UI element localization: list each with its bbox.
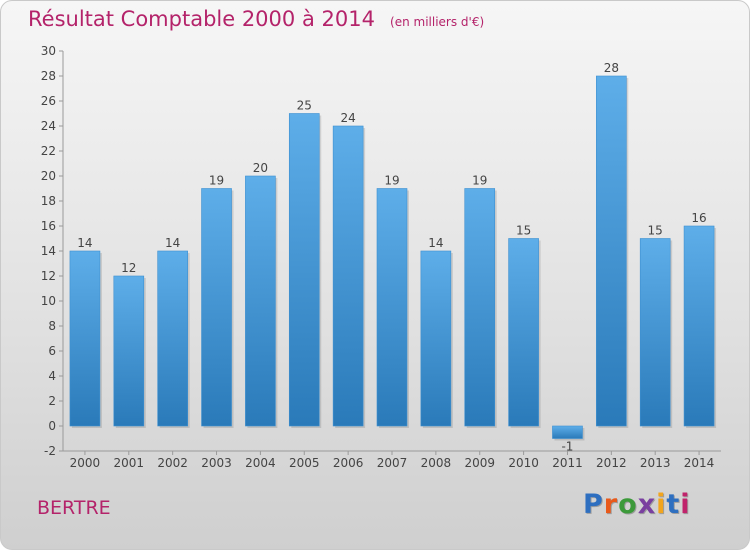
y-tick-label: 14 xyxy=(41,244,56,258)
x-tick-label: 2005 xyxy=(289,456,320,470)
bar-value-label: 14 xyxy=(165,236,180,250)
bar xyxy=(113,275,145,427)
x-tick-label: 2011 xyxy=(552,456,583,470)
y-tick-label: 22 xyxy=(41,144,56,158)
y-tick-label: 6 xyxy=(48,344,56,358)
y-tick-label: 12 xyxy=(41,269,56,283)
logo-letter: i xyxy=(656,489,667,520)
bar-value-label: 19 xyxy=(209,174,224,188)
bar-value-label: 16 xyxy=(691,211,706,225)
title-line: Résultat Comptable 2000 à 2014 (en milli… xyxy=(28,7,484,31)
bar xyxy=(639,238,671,427)
bar-value-label: 14 xyxy=(77,236,92,250)
bar xyxy=(552,425,583,439)
bar xyxy=(201,188,232,427)
logo-letter: t xyxy=(666,489,681,520)
x-tick-label: 2003 xyxy=(201,456,232,470)
bar xyxy=(683,225,715,427)
y-tick-label: 10 xyxy=(41,294,56,308)
bar-value-label: 15 xyxy=(648,224,663,238)
x-tick-label: 2009 xyxy=(464,456,495,470)
x-tick-label: 2007 xyxy=(377,456,408,470)
bar xyxy=(69,250,101,427)
y-tick-label: -2 xyxy=(44,444,56,458)
bar xyxy=(464,188,496,427)
bar-value-label: 24 xyxy=(340,111,355,125)
y-tick-label: 28 xyxy=(41,69,56,83)
bar xyxy=(508,238,539,427)
bar-value-label: 28 xyxy=(604,61,619,75)
bar-value-label: 19 xyxy=(384,174,399,188)
logo-letter: o xyxy=(618,489,638,520)
proxiti-logo[interactable]: Proxiti xyxy=(583,489,691,520)
bar xyxy=(596,75,627,427)
bar-layer: 14 12 14 19 20 25 24 19 14 19 15 -1 28 15 16 xyxy=(69,61,717,454)
y-tick-label: 0 xyxy=(48,419,56,433)
bar xyxy=(332,125,364,427)
bar xyxy=(245,175,276,427)
y-tick-label: 2 xyxy=(48,394,56,408)
y-tick-label: 30 xyxy=(41,44,56,58)
logo-letter: r xyxy=(603,489,619,520)
x-tick-label: 2013 xyxy=(640,456,671,470)
bar-value-label: 15 xyxy=(516,224,531,238)
y-tick-label: 24 xyxy=(41,119,56,133)
y-tick-label: 18 xyxy=(41,194,56,208)
x-tick-label: 2006 xyxy=(333,456,364,470)
x-tick-label: 2000 xyxy=(70,456,101,470)
bar-value-label: 25 xyxy=(297,99,312,113)
chart-subtitle: (en milliers d'€) xyxy=(390,15,485,29)
logo-letter: P xyxy=(583,489,604,520)
x-tick-label: 2008 xyxy=(421,456,452,470)
x-tick-label: 2004 xyxy=(245,456,276,470)
bar xyxy=(376,188,408,427)
x-tick-label: 2002 xyxy=(157,456,188,470)
bar xyxy=(157,250,188,427)
logo-letter: x xyxy=(637,489,657,520)
y-tick-label: 26 xyxy=(41,94,56,108)
bar-value-label: 19 xyxy=(472,174,487,188)
logo-letter: i xyxy=(680,489,691,520)
x-tick-label: 2014 xyxy=(684,456,715,470)
commune-name: BERTRE xyxy=(37,497,111,519)
y-tick-label: 8 xyxy=(48,319,56,333)
x-tick-label: 2010 xyxy=(508,456,539,470)
chart-title: Résultat Comptable 2000 à 2014 xyxy=(28,7,375,31)
y-tick-label: 20 xyxy=(41,169,56,183)
bar-value-label: -1 xyxy=(561,440,573,454)
y-tick-label: 4 xyxy=(48,369,56,383)
y-tick-label: 16 xyxy=(41,219,56,233)
bar-value-label: 12 xyxy=(121,261,136,275)
bar xyxy=(420,250,452,427)
x-tick-label: 2012 xyxy=(596,456,627,470)
x-tick-label: 2001 xyxy=(114,456,145,470)
bar-value-label: 20 xyxy=(253,161,268,175)
bar xyxy=(288,113,320,427)
bar-value-label: 14 xyxy=(428,236,443,250)
